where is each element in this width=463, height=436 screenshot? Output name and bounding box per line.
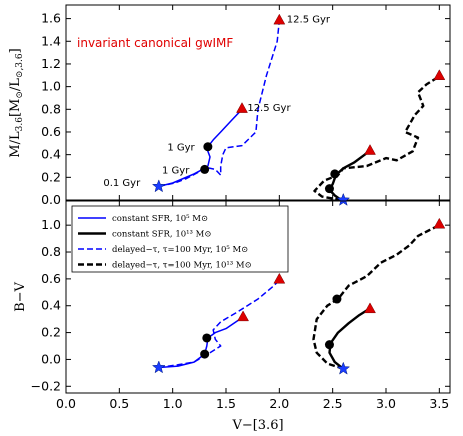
- y-tick-label: 0.6: [41, 124, 61, 139]
- y-tick-label: 0.0: [41, 192, 61, 207]
- y-tick-label: 1.6: [41, 11, 61, 26]
- series-line-dt1e13: [313, 75, 440, 202]
- x-tick-label: 2.0: [269, 396, 289, 411]
- age-marker-star: [336, 192, 351, 206]
- age-annotation: 0.1 Gyr: [103, 178, 141, 189]
- y-tick-label: 0.4: [41, 298, 61, 313]
- x-tick-label: 1.0: [163, 396, 183, 411]
- y-tick-label: 1.2: [41, 56, 61, 71]
- legend: constant SFR, 10⁵ M⊙ constant SFR, 10¹³ M…: [71, 205, 289, 273]
- x-tick-label: 2.5: [323, 396, 343, 411]
- age-marker-triangle: [273, 13, 286, 25]
- inset-title: invariant canonical gwIMF: [77, 36, 233, 50]
- series-line-cs1e5: [158, 317, 243, 369]
- plot-frame-bottom: [65, 200, 451, 394]
- legend-label: constant SFR, 10⁵ M⊙: [112, 214, 208, 224]
- y-tick-label: 0.2: [41, 169, 61, 184]
- age-marker-triangle: [433, 69, 446, 80]
- plot-frame-top: [65, 4, 451, 201]
- age-marker-circle: [200, 164, 210, 174]
- y-tick-labels-top: 0.0 0.2 0.4 0.6 0.8 1.0 1.2 1.4 1.6: [41, 11, 61, 207]
- age-annotation: 12.5 Gyr: [287, 15, 331, 26]
- legend-label: delayed−τ, τ=100 Myr, 10¹³ M⊙: [112, 261, 252, 271]
- age-marker-circle: [200, 349, 210, 359]
- age-marker-star: [336, 361, 351, 375]
- x-tick-label: 3.0: [376, 396, 396, 411]
- y-tick-label: −0.2: [31, 378, 61, 393]
- markers-top: [151, 13, 446, 206]
- x-tick-label: 1.5: [216, 396, 236, 411]
- age-marker-triangle: [364, 144, 376, 155]
- legend-label: constant SFR, 10¹³ M⊙: [112, 230, 211, 240]
- y-tick-label: 0.0: [41, 351, 61, 366]
- x-tick-label: 0.5: [109, 396, 129, 411]
- series-bottom: [158, 224, 440, 370]
- y-tick-label: 0.8: [41, 244, 61, 259]
- series-line-dt1e13: [312, 224, 440, 370]
- age-marker-triangle: [433, 217, 446, 229]
- age-annotation: 1 Gyr: [162, 165, 190, 176]
- x-axis-label: V−[3.6]: [231, 418, 283, 433]
- age-annotation: 12.5 Gyr: [247, 103, 291, 114]
- legend-label: delayed−τ, τ=100 Myr, 10⁵ M⊙: [112, 245, 248, 255]
- y-tick-label: 0.8: [41, 101, 61, 116]
- y-tick-labels-bottom: −0.2 0.0 0.2 0.4 0.6 0.8 1.0: [31, 217, 61, 393]
- series-line-dt1e5: [158, 20, 281, 188]
- series-line-cs1e5: [158, 108, 243, 188]
- panel-top-mass-to-light: 12.5 Gyr 12.5 Gyr 1 Gyr 1 Gyr 0.1 Gyr 0.0 0.2…: [8, 4, 451, 207]
- age-marker-star: [151, 179, 166, 193]
- y-tick-label: 0.2: [41, 325, 61, 340]
- series-line-dt1e5: [158, 279, 280, 369]
- tick-marks-bottom: [65, 201, 450, 393]
- age-marker-star: [151, 360, 166, 374]
- tick-marks-top: [65, 5, 450, 201]
- age-marker-circle: [330, 169, 340, 179]
- y-axis-label-top: M/L3.6[M⊙/L⊙,3.6]: [8, 48, 25, 157]
- age-marker-triangle: [364, 302, 376, 314]
- age-marker-circle: [332, 294, 342, 304]
- y-tick-label: 1.0: [41, 79, 61, 94]
- y-axis-label-bottom: B−V: [13, 281, 28, 311]
- markers-bottom: [151, 217, 446, 375]
- x-tick-label: 0.0: [56, 396, 76, 411]
- age-marker-circle: [324, 184, 334, 194]
- age-marker-triangle: [236, 102, 248, 113]
- legend-box: [71, 205, 289, 273]
- y-tick-label: 0.6: [41, 271, 61, 286]
- age-marker-circle: [324, 340, 334, 350]
- series-line-cs1e13: [328, 307, 371, 370]
- x-tick-label: 3.5: [429, 396, 449, 411]
- age-marker-triangle: [237, 310, 249, 322]
- panel-bottom-color: −0.2 0.0 0.2 0.4 0.6 0.8 1.0 0.0 0.5 1.0 1.5 2.0 2.…: [13, 200, 451, 433]
- age-marker-triangle: [273, 272, 286, 284]
- y-tick-label: 1.0: [41, 217, 61, 232]
- age-marker-circle: [202, 333, 212, 343]
- age-annotation: 1 Gyr: [167, 143, 195, 154]
- x-tick-labels: 0.0 0.5 1.0 1.5 2.0 2.5 3.0 3.5: [56, 396, 449, 411]
- y-tick-label: 1.4: [41, 33, 61, 48]
- y-tick-label: 0.4: [41, 147, 61, 162]
- annotations-top: 12.5 Gyr 12.5 Gyr 1 Gyr 1 Gyr 0.1 Gyr: [103, 15, 331, 189]
- age-marker-circle: [203, 142, 213, 152]
